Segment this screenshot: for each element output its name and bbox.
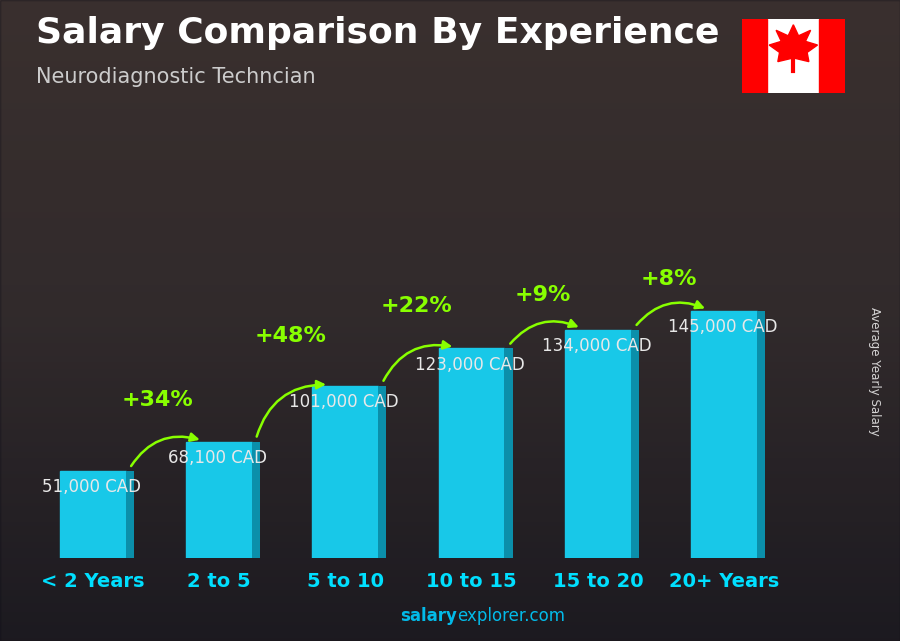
Text: salary: salary [400, 607, 457, 625]
FancyArrowPatch shape [510, 320, 576, 344]
FancyArrowPatch shape [636, 301, 703, 325]
Polygon shape [757, 311, 765, 558]
Text: explorer.com: explorer.com [457, 607, 565, 625]
Text: Salary Comparison By Experience: Salary Comparison By Experience [36, 16, 719, 50]
Text: +9%: +9% [515, 285, 572, 305]
Bar [819, 19, 845, 93]
Text: +22%: +22% [381, 296, 453, 316]
Polygon shape [770, 25, 817, 62]
FancyBboxPatch shape [691, 311, 757, 558]
Polygon shape [378, 386, 386, 558]
Text: 51,000 CAD: 51,000 CAD [42, 478, 141, 496]
Text: 68,100 CAD: 68,100 CAD [168, 449, 267, 467]
Bar [742, 19, 768, 93]
FancyBboxPatch shape [438, 348, 504, 558]
Polygon shape [504, 348, 513, 558]
Polygon shape [631, 329, 639, 558]
Text: 134,000 CAD: 134,000 CAD [542, 337, 652, 355]
Text: Average Yearly Salary: Average Yearly Salary [868, 308, 881, 436]
FancyArrowPatch shape [131, 434, 197, 466]
Text: Neurodiagnostic Techncian: Neurodiagnostic Techncian [36, 67, 316, 87]
Text: +48%: +48% [255, 326, 327, 346]
Text: +8%: +8% [641, 269, 698, 288]
FancyBboxPatch shape [312, 386, 378, 558]
Polygon shape [252, 442, 260, 558]
Text: 101,000 CAD: 101,000 CAD [289, 393, 399, 411]
Text: +34%: +34% [122, 390, 194, 410]
FancyBboxPatch shape [59, 471, 125, 558]
FancyArrowPatch shape [383, 342, 450, 381]
FancyArrowPatch shape [256, 381, 323, 437]
Polygon shape [125, 471, 134, 558]
FancyBboxPatch shape [186, 442, 252, 558]
Text: 145,000 CAD: 145,000 CAD [668, 318, 778, 337]
FancyBboxPatch shape [565, 329, 631, 558]
Text: 123,000 CAD: 123,000 CAD [416, 356, 526, 374]
